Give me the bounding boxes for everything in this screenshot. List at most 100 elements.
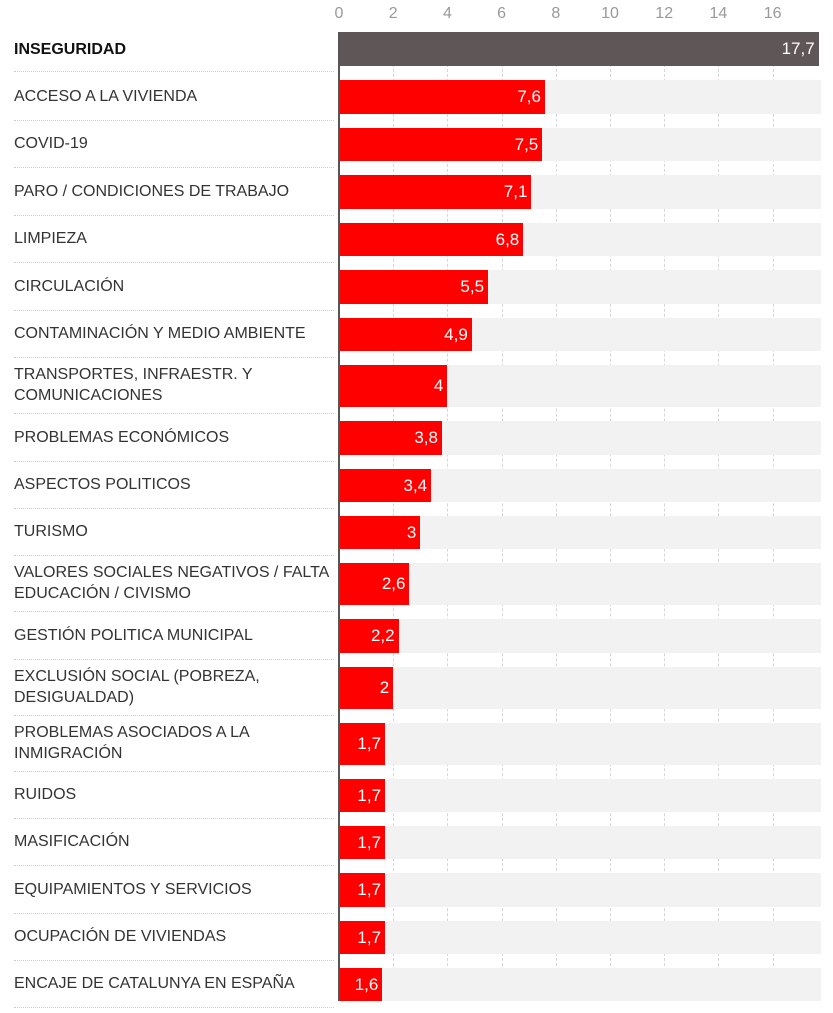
x-tick-label: 14 [709, 5, 728, 22]
bar [339, 175, 532, 209]
row-separator [14, 461, 334, 462]
bar [339, 128, 543, 161]
row-separator [14, 960, 334, 961]
data-label: 4 [433, 376, 444, 395]
bar [339, 826, 386, 859]
data-label: 1,7 [357, 785, 382, 805]
row-separator [14, 71, 334, 72]
bar [339, 921, 386, 954]
row-separator [14, 818, 334, 819]
row-separator [14, 913, 334, 914]
category-label: EXCLUSIÓN SOCIAL (POBREZA, DESIGUALDAD) [14, 668, 260, 706]
data-label: 1,7 [357, 880, 382, 899]
row-background [339, 968, 821, 1001]
category-label: PARO / CONDICIONES DE TRABAJO [14, 182, 290, 200]
category-label: MASIFICACIÓN [14, 833, 130, 850]
x-tick-label: 16 [763, 5, 782, 22]
bar [339, 469, 432, 502]
data-label: 7,1 [503, 182, 528, 201]
x-tick-label: 10 [601, 5, 619, 22]
row-separator [14, 120, 334, 121]
data-label: 2,2 [370, 626, 395, 645]
row-background [339, 619, 821, 653]
data-label: 7,5 [514, 134, 539, 154]
row-separator [14, 167, 334, 168]
row-separator [14, 771, 334, 772]
category-label: LIMPIEZA [14, 230, 87, 247]
x-tick-label: 0 [334, 5, 344, 22]
category-label: RUIDOS [14, 786, 77, 803]
data-label: 2 [379, 678, 390, 697]
row-separator [14, 215, 334, 216]
category-label: ENCAJE DE CATALUNYA EN ESPAÑA [14, 975, 295, 992]
data-label: 6,8 [495, 229, 520, 249]
bar [339, 873, 386, 907]
data-label: 1,7 [357, 734, 382, 753]
bar [339, 619, 399, 653]
x-tick-label: 6 [497, 5, 507, 22]
x-tick-label: 12 [655, 5, 674, 22]
x-tick-label: 2 [388, 5, 398, 22]
y-axis-line [338, 32, 340, 1001]
data-label: 1,6 [354, 974, 379, 994]
category-label: EQUIPAMIENTOS Y SERVICIOS [14, 880, 252, 898]
category-label: PROBLEMAS ECONÓMICOS [14, 428, 230, 446]
data-label: 3 [406, 522, 417, 542]
bar [339, 667, 394, 709]
row-background [339, 873, 821, 907]
bar [339, 318, 472, 351]
data-label: 3,4 [403, 475, 428, 495]
row-separator [14, 508, 334, 509]
bar [339, 968, 383, 1001]
row-separator [14, 611, 334, 612]
category-label: COVID-19 [14, 135, 88, 152]
bar [339, 223, 524, 256]
category-label: ACCESO A LA VIVIENDA [14, 87, 198, 105]
category-label: VALORES SOCIALES NEGATIVOS / FALTA EDUCA… [14, 564, 329, 602]
category-label: CIRCULACIÓN [14, 277, 125, 295]
category-label: TURISMO [14, 523, 88, 540]
data-label: 7,6 [517, 87, 541, 106]
row-separator [14, 357, 334, 358]
bar [339, 32, 819, 66]
row-background [339, 667, 821, 709]
bar [339, 563, 410, 605]
row-separator [14, 310, 334, 311]
x-tick-label: 4 [442, 5, 452, 22]
bar [339, 779, 386, 812]
data-label: 1,7 [357, 927, 382, 947]
category-label: ASPECTOS POLITICOS [14, 476, 191, 493]
category-label: INSEGURIDAD [14, 40, 127, 58]
x-tick-label: 8 [551, 5, 561, 22]
data-label: 17,7 [781, 39, 815, 58]
row-background [339, 563, 821, 605]
data-label: 2,6 [381, 574, 406, 593]
bar [339, 516, 421, 549]
row-separator [14, 413, 334, 414]
bar [339, 270, 489, 304]
row-background [339, 921, 821, 954]
row-separator [14, 555, 334, 556]
row-separator [14, 1007, 334, 1008]
category-label: CONTAMINACIÓN Y MEDIO AMBIENTE [14, 325, 306, 342]
category-label: PROBLEMAS ASOCIADOS A LA INMIGRACIÓN [14, 724, 249, 762]
data-label: 3,8 [414, 428, 438, 447]
bar [339, 723, 386, 765]
category-label: OCUPACIÓN DE VIVIENDAS [14, 928, 227, 945]
row-background [339, 826, 821, 859]
bar [339, 80, 545, 114]
bar [339, 421, 442, 455]
row-background [339, 723, 821, 765]
category-label: GESTIÓN POLITICA MUNICIPAL [14, 626, 253, 644]
row-separator [14, 659, 334, 660]
data-label: 5,5 [460, 277, 485, 296]
row-separator [14, 262, 334, 263]
row-separator [14, 865, 334, 866]
category-label: TRANSPORTES, INFRAESTR. Y COMUNICACIONES [14, 366, 253, 404]
data-label: 1,7 [357, 832, 382, 852]
row-background [339, 779, 821, 812]
bar [339, 365, 448, 407]
data-label: 4,9 [444, 324, 468, 344]
row-separator [14, 715, 334, 716]
